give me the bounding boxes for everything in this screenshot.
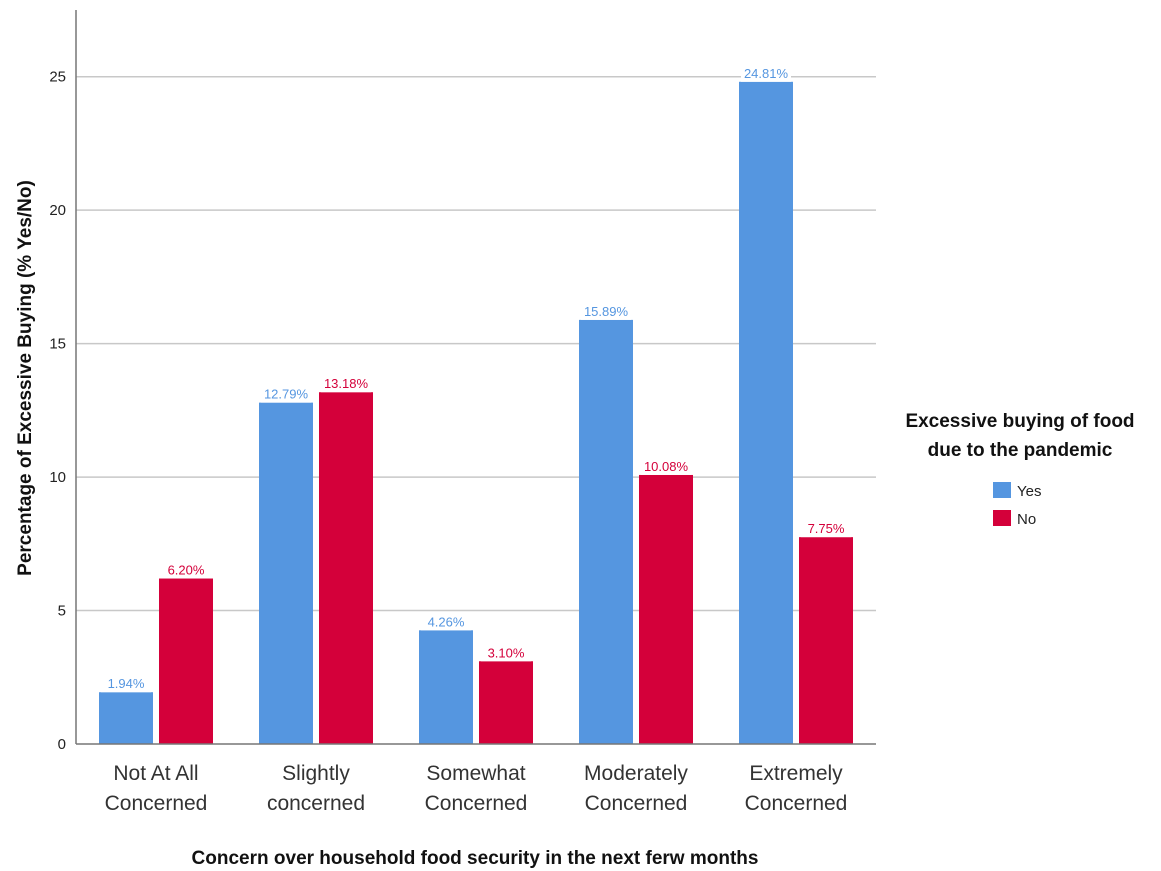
x-tick-label: Moderately bbox=[584, 762, 688, 785]
axes bbox=[75, 10, 876, 745]
data-label-box bbox=[481, 644, 531, 662]
y-tick-label: 20 bbox=[49, 202, 66, 219]
bar-no bbox=[159, 578, 213, 744]
data-label-box bbox=[261, 385, 311, 403]
bar-yes bbox=[259, 402, 313, 744]
data-label-box bbox=[801, 520, 851, 538]
bar-yes bbox=[579, 319, 633, 744]
y-axis-title: Percentage of Excessive Buying (% Yes/No… bbox=[15, 180, 36, 576]
x-tick-label: Concerned bbox=[425, 792, 528, 815]
x-tick-label: Extremely bbox=[749, 762, 843, 785]
x-tick-label: Not At All bbox=[113, 762, 198, 785]
data-label-box bbox=[741, 64, 791, 82]
y-tick-label: 25 bbox=[49, 69, 66, 86]
bar-yes bbox=[739, 81, 793, 745]
x-axis-title: Concern over household food security in … bbox=[192, 848, 759, 869]
data-label-box bbox=[101, 675, 151, 693]
data-label-yes: 4.26% bbox=[428, 614, 465, 629]
x-tick-label: Concerned bbox=[585, 792, 688, 815]
y-tick-label: 5 bbox=[58, 603, 66, 620]
legend: Excessive buying of food due to the pand… bbox=[905, 411, 1134, 528]
y-tick-label: 10 bbox=[49, 469, 66, 486]
bar-no bbox=[799, 537, 853, 744]
x-tick-label: Concerned bbox=[745, 792, 848, 815]
labels: 0 5 10 15 20 25 1.94% 6.20% Not At All Concerned 1… bbox=[49, 64, 851, 815]
legend-label-no: No bbox=[1017, 511, 1036, 528]
data-label-box bbox=[641, 457, 691, 475]
bar-no bbox=[319, 392, 373, 744]
legend-title-line-1: Excessive buying of food bbox=[905, 411, 1134, 432]
data-label-yes: 1.94% bbox=[108, 676, 145, 691]
x-tick-label: concerned bbox=[267, 792, 365, 815]
data-label-box bbox=[321, 375, 371, 393]
bar-no bbox=[479, 661, 533, 744]
x-tick-label: Somewhat bbox=[426, 762, 525, 785]
data-label-no: 6.20% bbox=[168, 563, 205, 578]
data-label-no: 13.18% bbox=[324, 376, 369, 391]
y-tick-label: 0 bbox=[58, 736, 66, 753]
x-tick-label: Concerned bbox=[105, 792, 208, 815]
y-tick-label: 15 bbox=[49, 336, 66, 353]
x-tick-label: Slightly bbox=[282, 762, 350, 785]
legend-swatch-no bbox=[993, 510, 1011, 526]
data-label-box bbox=[161, 561, 211, 579]
data-label-yes: 12.79% bbox=[264, 387, 309, 402]
data-label-no: 10.08% bbox=[644, 459, 689, 474]
data-label-yes: 15.89% bbox=[584, 304, 629, 319]
data-label-box bbox=[581, 302, 631, 320]
bars bbox=[99, 81, 853, 745]
legend-label-yes: Yes bbox=[1017, 483, 1041, 500]
bar-no bbox=[639, 474, 693, 744]
data-label-no: 3.10% bbox=[488, 645, 525, 660]
data-label-box bbox=[421, 613, 471, 631]
legend-title-line-2: due to the pandemic bbox=[928, 440, 1113, 461]
legend-swatch-yes bbox=[993, 482, 1011, 498]
bar-yes bbox=[419, 630, 473, 744]
data-label-yes: 24.81% bbox=[744, 66, 789, 81]
data-label-no: 7.75% bbox=[808, 521, 845, 536]
bar-yes bbox=[99, 692, 153, 744]
